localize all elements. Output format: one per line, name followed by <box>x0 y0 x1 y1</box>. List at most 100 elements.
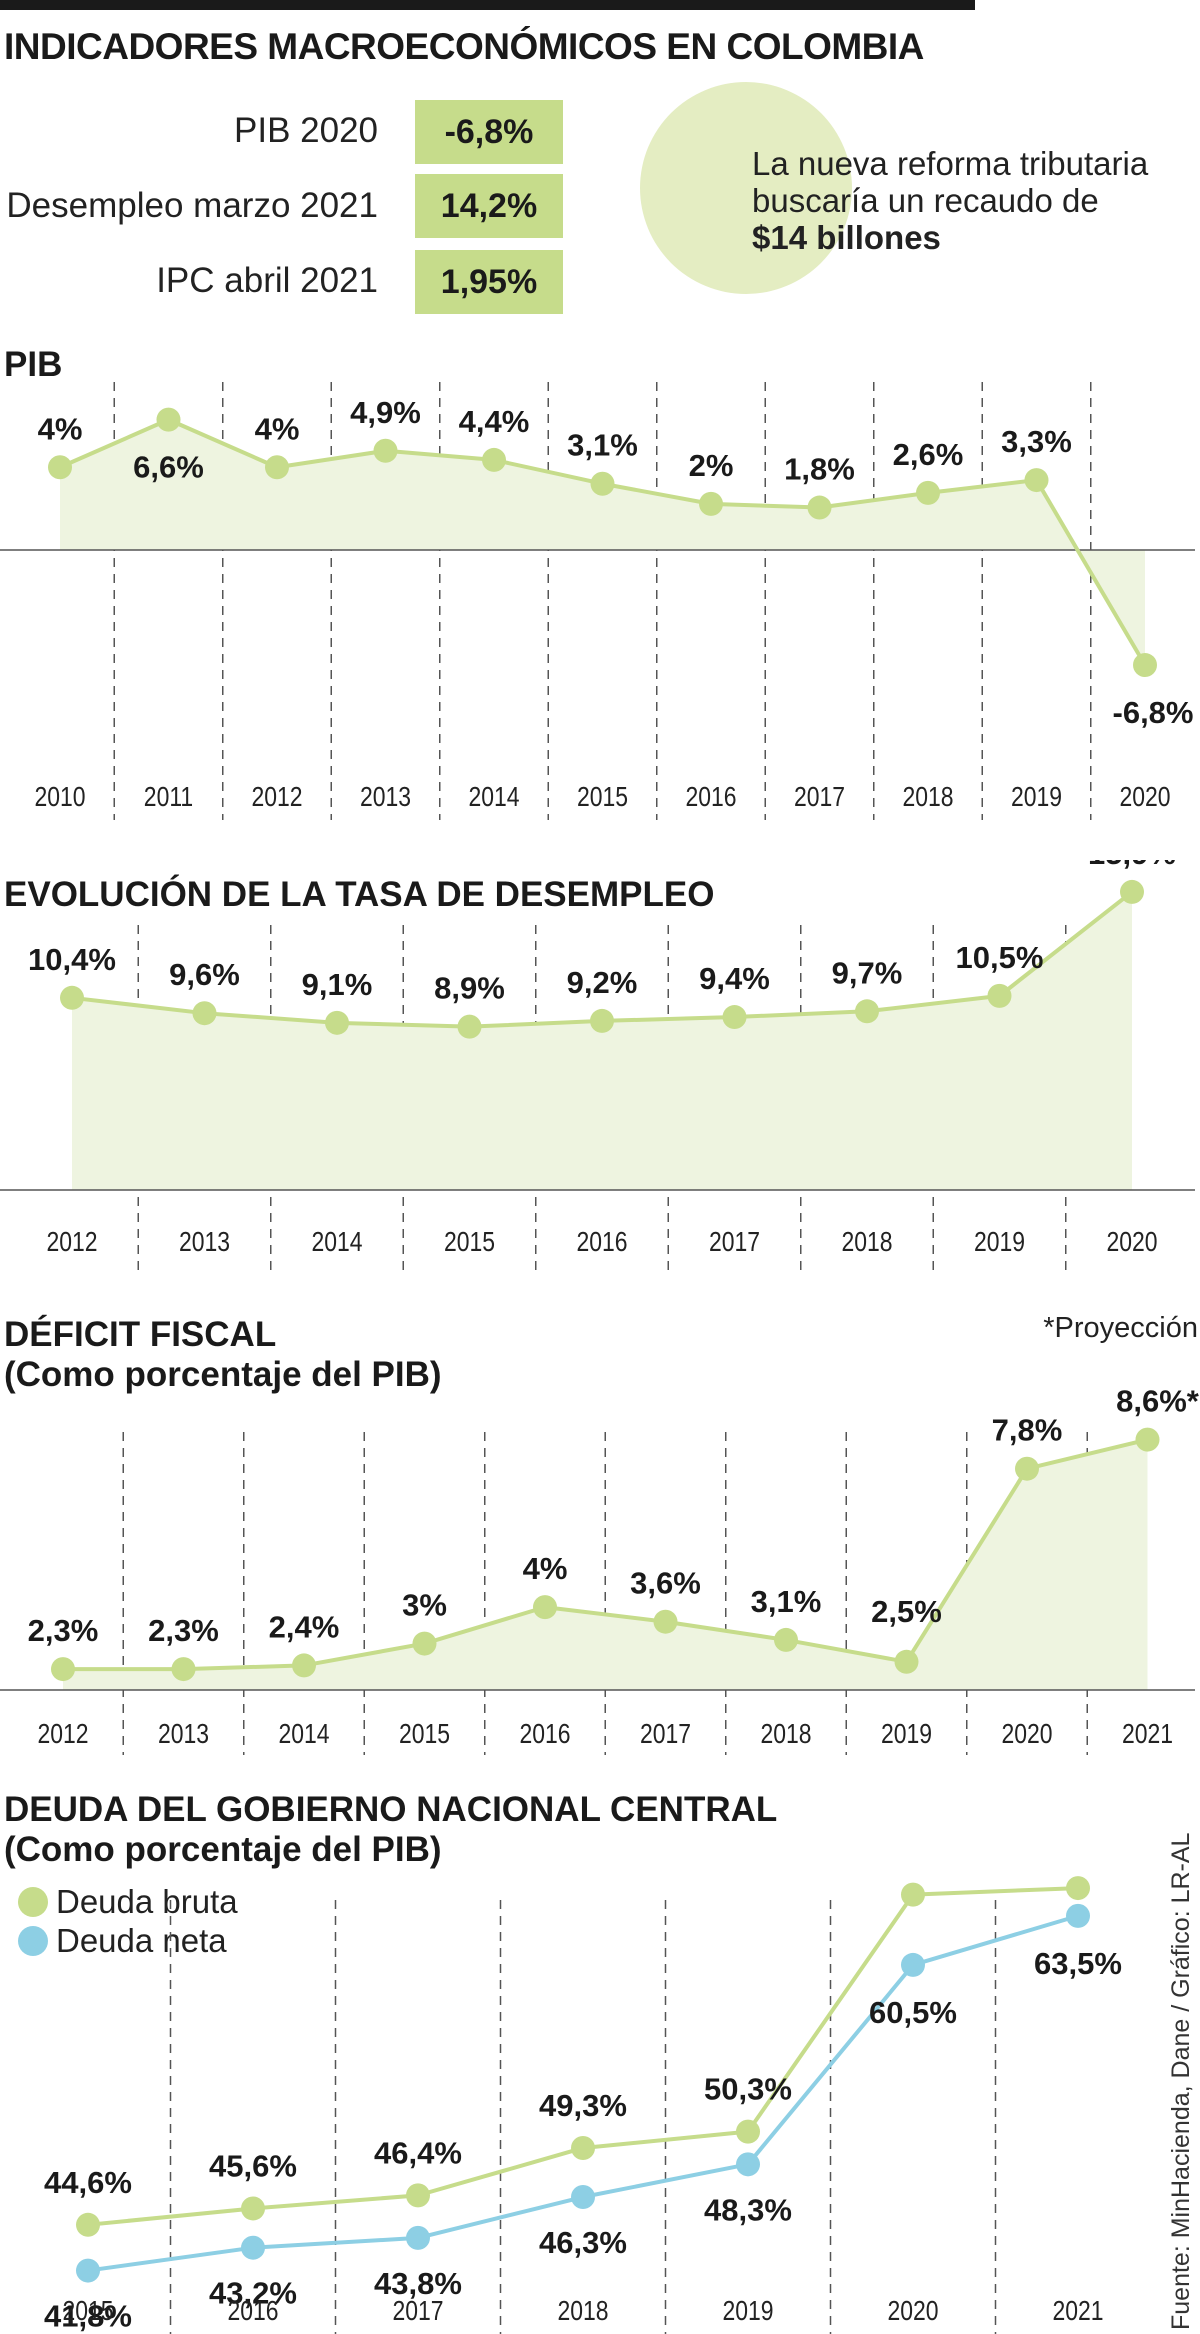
desempleo-area-fill <box>72 891 1132 1190</box>
desempleo-category-label-0: 2012 <box>46 1227 97 1258</box>
desempleo-point-0-0 <box>60 985 84 1010</box>
deficit-data-label-0-7: 2,5% <box>871 1594 942 1629</box>
pib-category-label-7: 2017 <box>794 782 845 813</box>
pib-data-label-0-10: -6,8% <box>1113 695 1194 730</box>
pib-data-label-0-4: 4,4% <box>459 404 530 439</box>
pib-data-label-0-9: 3,3% <box>1001 424 1072 459</box>
pib-chart: 4% 6,6% 4% 4,9% 4,4% 3,1% 2% 1,8% 2,6% 3,3% -6,8% 2… <box>0 382 1195 820</box>
pib-point-0-0 <box>48 455 72 480</box>
pib-point-0-2 <box>265 455 289 480</box>
deficit-category-label-7: 2019 <box>881 1719 932 1750</box>
desempleo-title: EVOLUCIÓN DE LA TASA DE DESEMPLEO <box>4 875 715 914</box>
deuda-point-1-2 <box>406 2225 430 2250</box>
pib-point-0-4 <box>482 447 506 472</box>
pib-area-fill <box>60 419 1145 666</box>
deuda-point-1-1 <box>241 2235 265 2260</box>
desempleo-point-0-4 <box>590 1008 614 1033</box>
deuda-point-0-6 <box>1066 1876 1090 1901</box>
pib-title: PIB <box>4 345 63 384</box>
pib-data-label-0-3: 4,9% <box>350 395 421 430</box>
deuda-data-label-0-4: 50,3% <box>704 2072 792 2107</box>
desempleo-data-label-0-1: 9,6% <box>169 957 240 992</box>
desempleo-data-label-0-5: 9,4% <box>699 961 770 996</box>
deuda-category-label-6: 2021 <box>1052 2296 1103 2327</box>
desempleo-chart: 10,4% 9,6% 9,1% 8,9% 9,2% 9,4% 9,7% 10,5% 15,9% 2… <box>0 860 1195 1272</box>
deuda-subtitle: (Como porcentaje del PIB) <box>4 1830 442 1869</box>
deficit-point-0-4 <box>533 1595 557 1620</box>
deficit-data-label-0-4: 4% <box>523 1551 568 1586</box>
desempleo-category-label-6: 2018 <box>841 1227 892 1258</box>
deuda-category-label-5: 2020 <box>887 2296 938 2327</box>
deficit-category-label-9: 2021 <box>1122 1719 1173 1750</box>
desempleo-data-label-0-2: 9,1% <box>302 967 373 1002</box>
desempleo-point-0-7 <box>987 983 1012 1008</box>
desempleo-category-label-7: 2019 <box>974 1227 1025 1258</box>
pib-category-label-2: 2012 <box>251 782 302 813</box>
deficit-point-0-6 <box>774 1627 798 1652</box>
deficit-data-label-0-1: 2,3% <box>148 1613 219 1648</box>
deficit-data-label-0-3: 3% <box>402 1588 447 1623</box>
indicator-value-pib: -6,8% <box>415 100 563 164</box>
deficit-category-label-6: 2018 <box>760 1719 811 1750</box>
desempleo-data-label-0-4: 9,2% <box>567 965 638 1000</box>
legend-bruta: Deuda bruta <box>18 1883 238 1921</box>
deuda-point-0-4 <box>736 2119 760 2144</box>
deficit-category-label-0: 2012 <box>37 1719 88 1750</box>
reform-line-2: buscaría un recaudo de <box>752 182 1099 219</box>
deficit-title: DÉFICIT FISCAL <box>4 1315 277 1354</box>
deuda-data-label-1-6: 63,5% <box>1034 1946 1122 1981</box>
desempleo-point-0-1 <box>192 1001 217 1026</box>
deficit-data-label-0-6: 3,1% <box>751 1584 822 1619</box>
indicator-value-desempleo: 14,2% <box>415 174 563 238</box>
deficit-data-label-0-9: 8,6%* <box>1116 1384 1200 1419</box>
deficit-data-label-0-2: 2,4% <box>269 1609 340 1644</box>
indicator-label-ipc: IPC abril 2021 <box>156 261 378 300</box>
projection-note: *Proyección <box>1043 1312 1198 1344</box>
pib-data-label-0-8: 2,6% <box>893 437 964 472</box>
deuda-category-label-0: 2015 <box>62 2296 113 2327</box>
reform-circle <box>640 82 852 294</box>
top-rule <box>0 0 975 10</box>
deficit-chart: 2,3% 2,3% 2,4% 3% 4% 3,6% 3,1% 2,5% 7,8% 8,6%* 201… <box>0 1384 1200 1755</box>
deficit-category-label-5: 2017 <box>640 1719 691 1750</box>
deuda-point-1-5 <box>901 1952 925 1977</box>
deuda-point-0-2 <box>406 2183 430 2208</box>
pib-category-label-1: 2011 <box>144 782 193 813</box>
desempleo-category-label-2: 2014 <box>311 1227 362 1258</box>
deficit-point-0-7 <box>894 1649 919 1674</box>
pib-category-label-3: 2013 <box>360 782 411 813</box>
deuda-category-label-1: 2016 <box>227 2296 278 2327</box>
deficit-series-line-0 <box>63 1437 1148 1672</box>
deuda-point-0-1 <box>241 2196 265 2221</box>
deficit-point-0-1 <box>171 1657 196 1682</box>
indicator-value-ipc: 1,95% <box>415 250 563 314</box>
deficit-category-label-2: 2014 <box>278 1719 329 1750</box>
pib-point-0-5 <box>590 471 615 496</box>
pib-data-label-0-2: 4% <box>255 411 300 446</box>
pib-category-label-8: 2018 <box>902 782 953 813</box>
pib-data-label-0-7: 1,8% <box>784 452 855 487</box>
legend-neta-dot <box>18 1926 48 1956</box>
deficit-point-0-3 <box>412 1631 437 1656</box>
desempleo-category-label-3: 2015 <box>444 1227 495 1258</box>
page-title: INDICADORES MACROECONÓMICOS EN COLOMBIA <box>4 26 924 67</box>
deuda-data-label-0-2: 46,4% <box>374 2135 462 2170</box>
pib-point-0-3 <box>373 438 398 463</box>
deuda-chart: 44,6%45,6%46,4%49,3%50,3%64,8%65,2%41,8%… <box>44 1876 1122 2334</box>
deuda-point-1-0 <box>76 2258 100 2283</box>
pib-data-label-0-0: 4% <box>38 411 83 446</box>
pib-data-label-0-5: 3,1% <box>567 428 638 463</box>
pib-data-label-0-6: 2% <box>689 448 734 483</box>
desempleo-category-label-4: 2016 <box>576 1227 627 1258</box>
indicator-label-pib: PIB 2020 <box>234 111 378 150</box>
pib-category-label-9: 2019 <box>1011 782 1062 813</box>
reform-line-1: La nueva reforma tributaria <box>752 145 1149 182</box>
pib-point-0-8 <box>916 480 940 505</box>
deuda-data-label-1-5: 60,5% <box>869 1995 957 2030</box>
desempleo-point-0-8 <box>1120 879 1144 904</box>
deficit-point-0-0 <box>51 1657 75 1682</box>
pib-category-label-0: 2010 <box>34 782 85 813</box>
pib-category-label-10: 2020 <box>1119 782 1170 813</box>
legend-neta-label: Deuda neta <box>56 1922 227 1959</box>
desempleo-point-0-6 <box>855 999 879 1024</box>
